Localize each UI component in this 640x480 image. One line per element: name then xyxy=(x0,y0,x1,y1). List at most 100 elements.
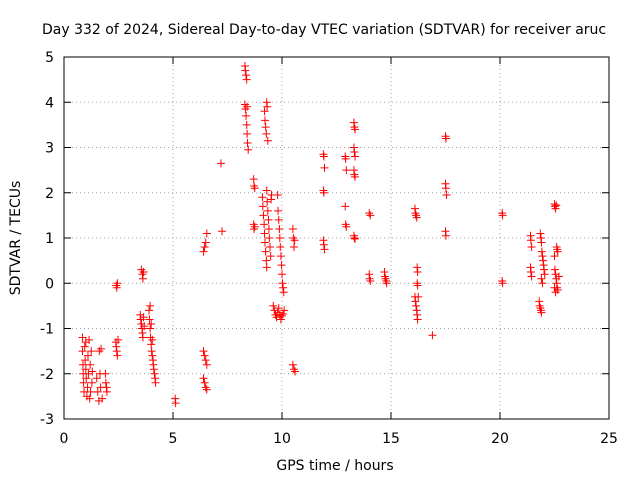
data-point-marker xyxy=(200,351,209,360)
y-tick-labels: -3 -2 -1 0 1 2 3 4 5 xyxy=(40,50,54,428)
data-point-marker xyxy=(202,385,211,394)
data-point-marker xyxy=(341,202,350,211)
data-point-marker xyxy=(199,347,208,356)
data-point-marker xyxy=(537,247,546,256)
x-tick-label: 20 xyxy=(491,431,509,447)
data-point-marker xyxy=(260,220,269,229)
data-point-marker xyxy=(351,172,360,181)
data-point-marker xyxy=(250,222,259,231)
data-point-marker xyxy=(278,311,286,320)
data-points xyxy=(78,62,563,408)
data-point-marker xyxy=(274,215,283,224)
data-point-marker xyxy=(342,166,351,175)
data-point-marker xyxy=(551,204,560,213)
data-point-marker xyxy=(441,231,450,240)
data-point-marker xyxy=(441,184,450,193)
data-point-marker xyxy=(88,367,97,376)
data-point-marker xyxy=(146,301,155,310)
data-point-marker xyxy=(112,347,121,356)
data-point-marker xyxy=(540,270,549,279)
data-point-marker xyxy=(280,306,289,315)
axis-ticks xyxy=(63,56,610,420)
data-point-marker xyxy=(278,270,286,279)
data-point-marker xyxy=(250,184,259,193)
x-tick-label: 15 xyxy=(382,431,400,447)
data-point-marker xyxy=(150,369,159,378)
data-point-marker xyxy=(138,274,147,283)
data-point-marker xyxy=(538,279,547,288)
data-point-marker xyxy=(289,243,298,252)
data-point-marker xyxy=(276,252,285,261)
data-point-marker xyxy=(265,234,274,242)
data-point-marker xyxy=(101,378,110,387)
data-point-marker xyxy=(552,201,561,210)
data-point-marker xyxy=(92,374,101,383)
data-point-marker xyxy=(266,243,275,252)
x-tick-label: 10 xyxy=(273,431,291,447)
data-point-marker xyxy=(276,243,285,252)
data-point-marker xyxy=(241,66,250,75)
data-point-marker xyxy=(341,154,350,163)
data-point-marker xyxy=(275,224,284,233)
data-point-marker xyxy=(243,129,252,138)
data-point-marker xyxy=(350,148,359,157)
data-point-marker xyxy=(278,279,287,288)
data-point-marker xyxy=(243,138,252,147)
data-point-marker xyxy=(145,306,154,315)
y-tick-label: 4 xyxy=(45,95,54,111)
data-point-marker xyxy=(85,335,94,344)
data-point-marker xyxy=(366,211,375,220)
data-point-marker xyxy=(264,224,273,233)
data-point-marker xyxy=(138,333,147,342)
data-point-marker xyxy=(291,367,300,376)
data-point-marker xyxy=(351,152,360,161)
data-point-marker xyxy=(258,193,267,202)
data-point-marker xyxy=(288,224,297,233)
data-point-marker xyxy=(266,252,275,261)
data-point-marker xyxy=(412,213,421,222)
data-point-marker xyxy=(199,374,208,383)
data-point-marker xyxy=(146,324,155,333)
data-point-marker xyxy=(101,369,110,378)
y-tick-label: 0 xyxy=(45,276,54,292)
chart-title: Day 332 of 2024, Sidereal Day-to-day VTE… xyxy=(42,22,606,38)
y-axis-title: SDTVAR / TECUs xyxy=(8,181,24,296)
data-point-marker xyxy=(442,191,451,200)
data-point-marker xyxy=(218,227,227,236)
data-point-marker xyxy=(80,342,89,351)
data-point-marker xyxy=(242,75,251,84)
data-point-marker xyxy=(87,378,96,387)
data-point-marker xyxy=(411,297,420,306)
data-point-marker xyxy=(113,279,122,288)
data-point-marker xyxy=(261,123,270,132)
data-point-marker xyxy=(428,331,437,340)
data-point-marker xyxy=(262,129,271,138)
data-point-marker xyxy=(242,120,251,129)
data-point-marker xyxy=(262,263,271,272)
data-point-marker xyxy=(382,279,391,288)
data-point-marker xyxy=(201,238,210,247)
data-point-marker xyxy=(274,304,283,313)
y-tick-label: 5 xyxy=(45,50,54,66)
x-axis-title: GPS time / hours xyxy=(276,458,393,474)
data-point-marker xyxy=(260,229,269,238)
data-point-marker xyxy=(202,229,211,238)
data-point-marker xyxy=(249,175,258,184)
data-point-marker xyxy=(81,365,90,374)
data-point-marker xyxy=(412,301,421,310)
data-point-marker xyxy=(538,252,547,261)
data-point-marker xyxy=(263,136,272,145)
y-tick-label: 2 xyxy=(45,186,54,202)
data-point-marker xyxy=(259,211,268,220)
x-tick-labels: 0 5 10 15 20 25 xyxy=(60,431,618,447)
data-point-marker xyxy=(319,188,328,197)
data-point-marker xyxy=(274,206,283,215)
data-point-marker xyxy=(537,308,546,317)
data-point-marker xyxy=(269,301,278,310)
data-point-marker xyxy=(551,288,560,297)
data-point-marker xyxy=(93,387,102,396)
data-point-marker xyxy=(147,319,156,328)
data-point-marker xyxy=(279,310,288,319)
y-tick-label: -1 xyxy=(40,322,54,338)
